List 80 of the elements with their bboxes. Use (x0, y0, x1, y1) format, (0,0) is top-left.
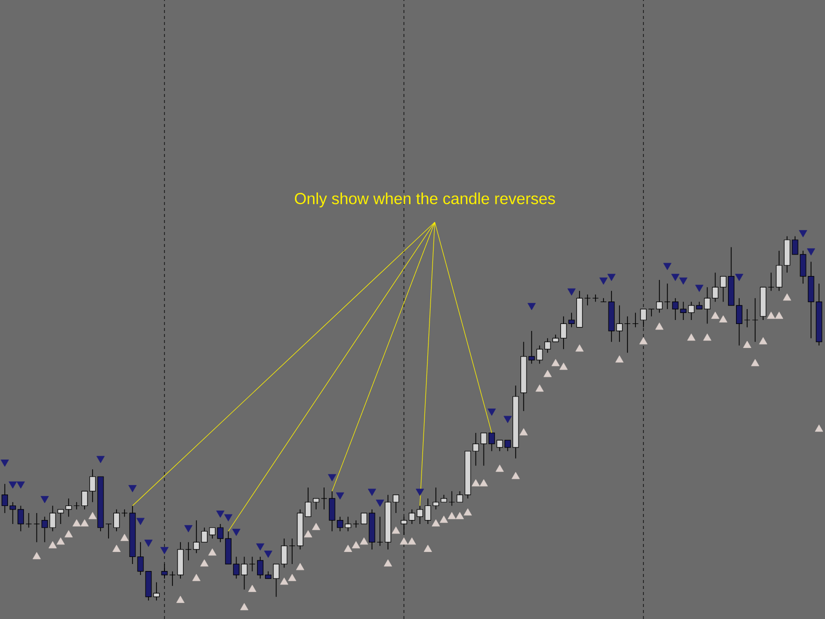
candlestick (73, 502, 80, 510)
candlestick (752, 298, 758, 342)
point (88, 512, 97, 520)
candlestick (744, 308, 750, 328)
candlestick (352, 520, 360, 528)
candlestick (768, 272, 774, 292)
point (200, 559, 208, 566)
point (751, 359, 760, 366)
point (352, 541, 360, 548)
candlestick (137, 542, 144, 576)
point (408, 537, 416, 545)
point (424, 544, 432, 552)
point (240, 603, 248, 610)
candlestick (448, 490, 455, 506)
point (512, 472, 520, 480)
point (575, 344, 584, 352)
candlestick (34, 512, 40, 543)
point (248, 584, 256, 592)
candlestick (26, 512, 32, 528)
point (448, 512, 456, 520)
candlestick (121, 509, 128, 518)
candlestick (288, 538, 296, 564)
point (743, 340, 752, 348)
point (472, 479, 480, 486)
point (112, 544, 121, 552)
candlestick (376, 516, 384, 546)
point (551, 359, 560, 366)
point (296, 562, 304, 570)
point (687, 334, 696, 341)
point (64, 530, 73, 538)
candlestick (249, 556, 256, 572)
point (344, 544, 352, 552)
point (703, 334, 712, 341)
point (639, 337, 648, 344)
candlestick (664, 283, 671, 310)
point (782, 293, 792, 301)
point (120, 534, 129, 541)
point (72, 519, 81, 526)
point (480, 479, 488, 486)
text: Only show when the candle reverses (294, 192, 555, 208)
point (520, 428, 528, 436)
point (615, 355, 624, 363)
candlestick (616, 305, 623, 342)
candlestick (624, 316, 631, 354)
point (208, 548, 216, 556)
point (711, 312, 720, 319)
point (559, 362, 568, 370)
candlestick (113, 509, 120, 532)
point (384, 559, 392, 566)
point (775, 312, 784, 319)
point (536, 384, 544, 392)
candlestick (600, 298, 607, 302)
point (304, 530, 312, 538)
candlestick (592, 294, 599, 302)
candlestick (360, 512, 368, 524)
point (544, 370, 552, 378)
point (496, 464, 504, 472)
point (56, 537, 65, 545)
point (176, 596, 185, 603)
point (719, 315, 728, 322)
point (655, 322, 664, 330)
point (440, 516, 448, 523)
point (48, 541, 57, 548)
point (192, 574, 200, 582)
point (312, 522, 320, 530)
point (280, 578, 288, 585)
point (456, 512, 464, 520)
point (759, 337, 768, 344)
point (32, 552, 41, 560)
point (288, 574, 296, 582)
point (400, 537, 408, 545)
candlestick (153, 582, 160, 601)
point (464, 508, 472, 516)
point (360, 537, 368, 545)
candlestick (632, 312, 639, 328)
point (80, 519, 89, 526)
point (767, 312, 776, 319)
point (432, 519, 440, 526)
point (392, 526, 400, 534)
candlestick (584, 294, 591, 306)
